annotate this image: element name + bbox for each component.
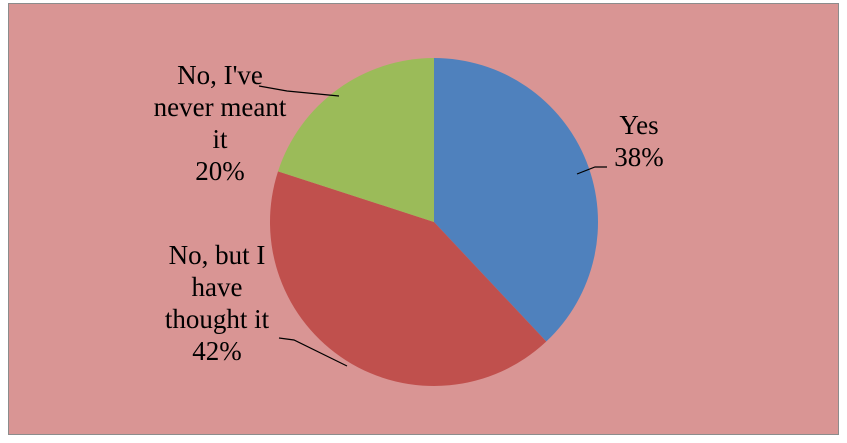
leader-line (576, 166, 607, 175)
slice-category-line: have (192, 272, 243, 302)
slice-percent: 42% (192, 336, 242, 366)
leader-lines (258, 85, 607, 367)
slice-category-line: thought it (165, 304, 270, 334)
slice-category-line: No, but I (169, 240, 266, 270)
slice-label: Yes 38% (614, 110, 664, 172)
pie-slice (278, 57, 434, 222)
slice-category-line: No, I've (177, 60, 263, 90)
slice-percent: 20% (195, 156, 245, 186)
slice-label: No, I've never meant it 20% (154, 60, 287, 186)
pie-slice (434, 58, 598, 342)
leader-line (258, 85, 340, 97)
slice-category-line: never meant (154, 92, 287, 122)
pie-slice (270, 171, 547, 386)
slice-percent: 38% (614, 142, 664, 172)
leader-line (278, 337, 348, 367)
slice-category-line: Yes (619, 110, 658, 140)
pie-slices (270, 57, 598, 386)
slice-category-line: it (212, 124, 228, 154)
